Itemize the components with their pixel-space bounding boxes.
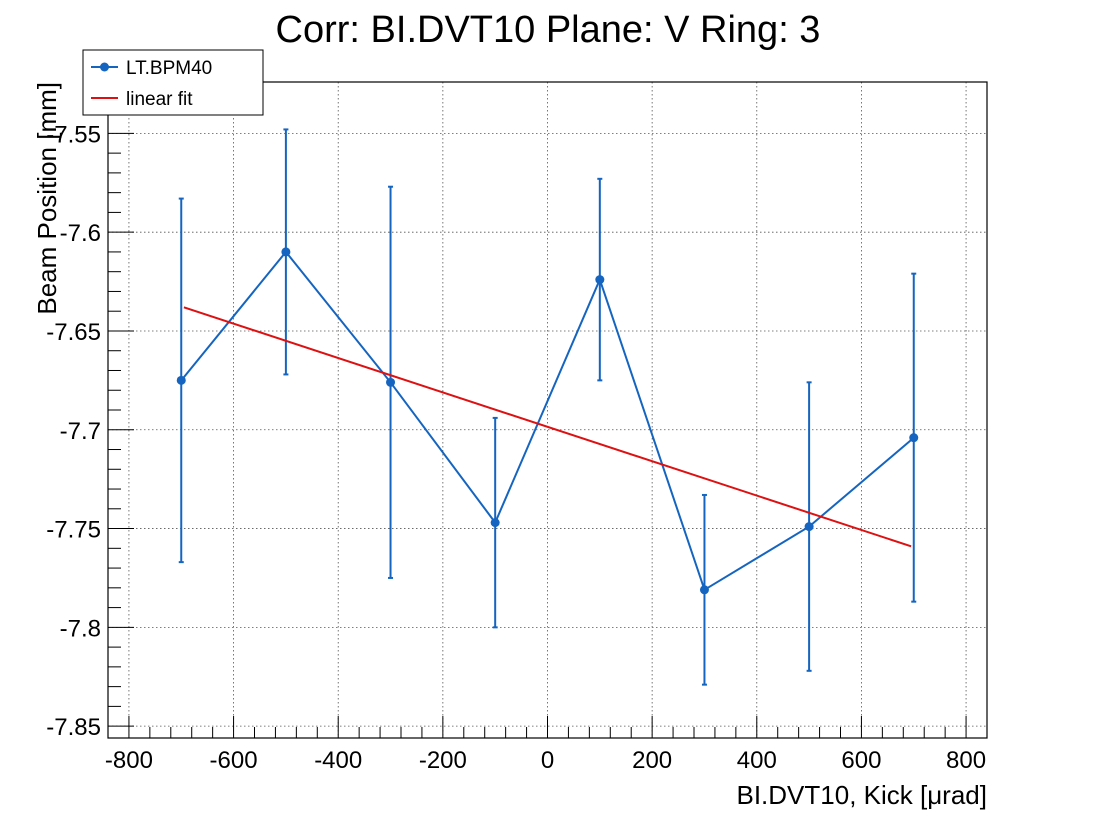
- y-tick-label: -7.55: [46, 121, 101, 148]
- x-tick-label: -400: [314, 747, 362, 774]
- tick-labels: -800 -600 -400 -200 0 200 400 600 800 -7.85 -7.8 -7…: [46, 121, 986, 774]
- y-tick-label: -7.7: [60, 418, 101, 445]
- x-tick-label: -200: [419, 747, 467, 774]
- legend-box: [82, 49, 264, 116]
- y-axis-label: Beam Position [mm]: [32, 82, 62, 315]
- grid: [108, 82, 987, 738]
- lt-bpm40-point: [490, 518, 500, 528]
- legend-marker-lt-bpm40: [100, 62, 109, 72]
- lt-bpm40-point: [176, 375, 186, 385]
- x-tick-label: -600: [210, 747, 258, 774]
- legend-label-lt-bpm40: LT.BPM40: [126, 58, 212, 79]
- x-tick-label: 800: [946, 747, 986, 774]
- y-tick-label: -7.85: [46, 714, 101, 741]
- lt-bpm40-point: [804, 522, 814, 532]
- legend: LT.BPM40 linear fit: [82, 49, 264, 116]
- axis-ticks: [107, 93, 988, 738]
- lt-bpm40-point: [281, 247, 291, 257]
- x-tick-label: -800: [105, 747, 153, 774]
- data-series: [176, 128, 919, 686]
- lt-bpm40-point: [909, 433, 919, 443]
- legend-label-linear-fit: linear fit: [126, 89, 193, 110]
- x-axis-label: BI.DVT10, Kick [μrad]: [736, 780, 987, 810]
- linear-fit-line: [183, 306, 912, 548]
- x-tick-label: 600: [841, 747, 881, 774]
- y-tick-label: -7.6: [60, 220, 101, 247]
- lt-bpm40-point: [699, 585, 709, 595]
- lt-bpm40-point: [595, 275, 605, 285]
- chart-title: Corr: BI.DVT10 Plane: V Ring: 3: [276, 9, 821, 51]
- lt-bpm40-line: [180, 250, 915, 592]
- y-tick-label: -7.75: [46, 517, 101, 544]
- lt-bpm40-point: [386, 377, 396, 387]
- x-tick-label: 400: [737, 747, 777, 774]
- x-tick-label: 200: [632, 747, 672, 774]
- y-tick-label: -7.8: [60, 615, 101, 642]
- y-tick-label: -7.65: [46, 319, 101, 346]
- x-tick-label: 0: [541, 747, 554, 774]
